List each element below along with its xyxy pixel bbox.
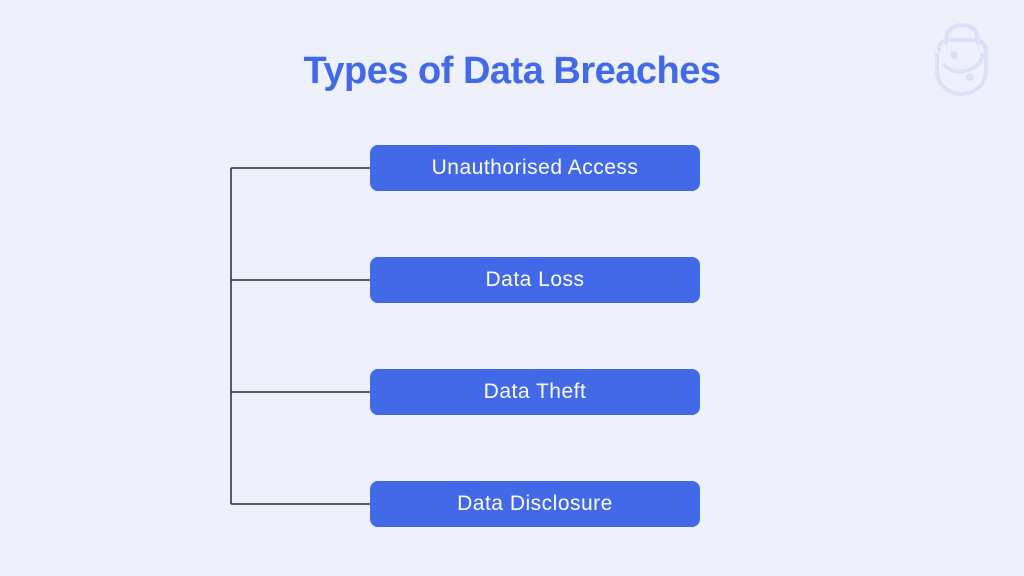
breach-item: Data Theft — [370, 369, 700, 415]
bracket-lines — [230, 145, 370, 505]
breach-item: Data Disclosure — [370, 481, 700, 527]
security-logo-icon — [924, 15, 999, 105]
breach-item: Unauthorised Access — [370, 145, 700, 191]
breach-types-diagram: Unauthorised Access Data Loss Data Theft… — [230, 145, 790, 525]
breach-item: Data Loss — [370, 257, 700, 303]
page-title: Types of Data Breaches — [303, 50, 720, 93]
